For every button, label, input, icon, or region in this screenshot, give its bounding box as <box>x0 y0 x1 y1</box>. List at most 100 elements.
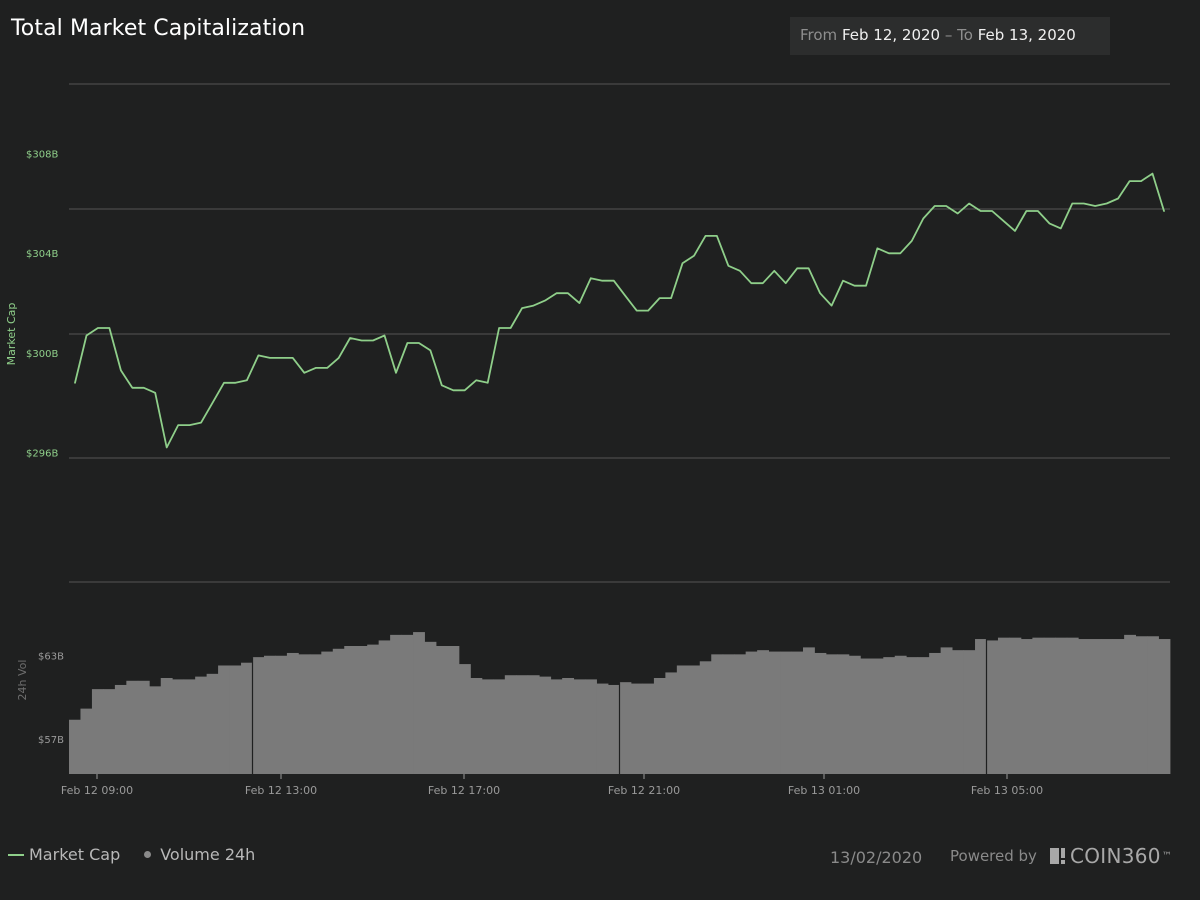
chart-legend: Market Cap Volume 24h <box>8 845 275 864</box>
volume-bar <box>527 675 540 774</box>
legend-label-volume: Volume 24h <box>160 845 256 864</box>
volume-bar <box>1112 639 1125 774</box>
volume-bar <box>1147 636 1159 774</box>
legend-item-market-cap[interactable]: Market Cap <box>8 845 120 864</box>
range-from-label: From <box>800 26 838 44</box>
volume-bar <box>952 650 964 774</box>
volume-bar <box>1078 639 1091 774</box>
volume-bar <box>573 679 586 774</box>
volume-bar <box>91 689 104 774</box>
volume-bar <box>1158 639 1171 774</box>
powered-by[interactable]: Powered by COIN360 ™ <box>950 844 1172 868</box>
volume-bar <box>630 683 643 774</box>
line-swatch-icon <box>8 853 24 856</box>
volume-bar <box>745 651 758 774</box>
coin360-logo-icon <box>1049 848 1066 864</box>
volume-bar <box>768 651 781 774</box>
volume-bar <box>917 657 930 774</box>
volume-bar <box>1009 637 1022 774</box>
volume-bar <box>103 689 116 774</box>
volume-bar <box>665 672 678 774</box>
volume-bar <box>1124 634 1136 774</box>
volume-bar <box>825 654 838 774</box>
volume-bar <box>367 644 380 774</box>
brand-name: COIN360 <box>1069 844 1161 868</box>
volume-bar <box>1020 639 1033 774</box>
powered-by-label: Powered by <box>950 847 1037 865</box>
volume-bar <box>344 646 357 774</box>
y-tick-label-market-cap: $304B <box>26 249 58 260</box>
volume-bar <box>80 708 93 774</box>
volume-bar <box>447 646 460 774</box>
volume-bar <box>206 673 219 774</box>
volume-bar <box>791 651 804 774</box>
legend-label-market-cap: Market Cap <box>29 845 121 864</box>
volume-bar <box>298 654 311 774</box>
volume-bar <box>263 655 276 774</box>
x-tick-label: Feb 13 01:00 <box>788 784 860 797</box>
y-tick-label-market-cap: $296B <box>26 448 58 459</box>
volume-bar <box>550 679 563 774</box>
volume-bar <box>1135 636 1148 774</box>
volume-bar <box>585 679 597 774</box>
volume-bar <box>252 657 265 774</box>
date-range-picker[interactable]: From Feb 12, 2020 – To Feb 13, 2020 <box>790 17 1110 55</box>
volume-bar <box>940 647 953 774</box>
x-tick-label: Feb 12 21:00 <box>608 784 680 797</box>
volume-bar <box>286 652 299 774</box>
volume-bar <box>986 640 999 774</box>
volume-bar <box>1089 639 1102 774</box>
volume-bar <box>997 637 1010 774</box>
volume-bar <box>401 634 414 774</box>
market-cap-series <box>74 172 1165 449</box>
volume-bar <box>734 654 747 774</box>
volume-bar <box>619 682 632 774</box>
volume-bar <box>149 686 162 774</box>
volume-bar <box>160 678 173 774</box>
volume-bar <box>1066 637 1079 774</box>
volume-bar <box>676 665 689 774</box>
volume-bar <box>871 658 884 774</box>
volume-bar <box>803 647 815 774</box>
volume-bar <box>1055 637 1068 774</box>
volume-bar <box>883 657 896 774</box>
volume-bar <box>481 679 494 774</box>
volume-bar <box>539 676 552 774</box>
volume-bar <box>458 664 471 774</box>
y-axis-label-market-cap: Market Cap <box>5 303 18 366</box>
volume-bar <box>860 658 873 774</box>
volume-bar <box>436 646 448 774</box>
volume-bar <box>963 650 976 774</box>
volume-bar <box>413 632 425 774</box>
volume-bar <box>137 680 150 774</box>
volume-bar <box>837 654 850 774</box>
volume-bar <box>1043 637 1056 774</box>
volume-bar <box>722 654 735 774</box>
grid-layer <box>69 83 1170 583</box>
volume-bar <box>596 683 609 774</box>
volume-bar <box>504 675 517 774</box>
x-tick-label: Feb 12 09:00 <box>61 784 133 797</box>
volume-bars <box>69 632 1171 774</box>
x-tick-label: Feb 13 05:00 <box>971 784 1043 797</box>
volume-bar <box>390 634 402 774</box>
volume-bar <box>894 655 907 774</box>
volume-bar <box>516 675 529 774</box>
volume-bar <box>470 678 483 774</box>
volume-bar <box>608 684 620 774</box>
y-tick-label-market-cap: $300B <box>26 349 58 360</box>
volume-bar <box>424 641 437 774</box>
market-cap-chart[interactable]: $296B $300B $304B $308B Market Cap $57B $63B 24… <box>0 0 1200 820</box>
y-tick-label-volume: $57B <box>38 735 64 746</box>
volume-bar <box>309 654 322 774</box>
volume-bar <box>229 665 242 774</box>
volume-bar <box>275 655 288 774</box>
x-tick-label: Feb 12 13:00 <box>245 784 317 797</box>
volume-bar <box>699 661 712 774</box>
range-from-value[interactable]: Feb 12, 2020 <box>841 26 941 44</box>
volume-bar <box>378 640 391 774</box>
volume-bar <box>1032 637 1045 774</box>
range-to-value[interactable]: Feb 13, 2020 <box>977 26 1076 44</box>
legend-item-volume[interactable]: Volume 24h <box>140 845 255 864</box>
volume-bar <box>114 684 127 774</box>
